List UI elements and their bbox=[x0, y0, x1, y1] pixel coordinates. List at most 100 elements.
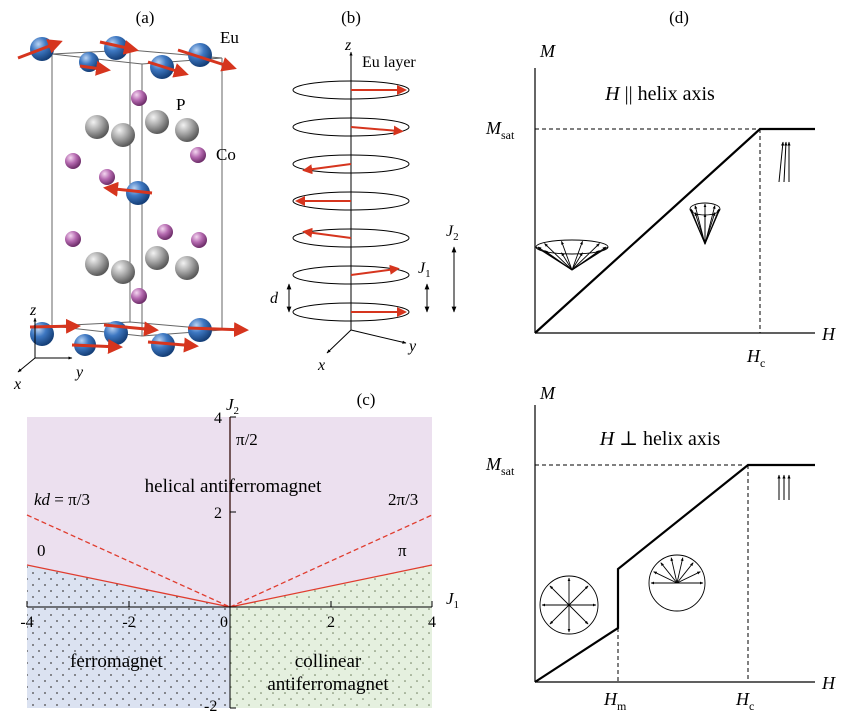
panel-b-helix: (b) z Eu layer y x d J1 J2 bbox=[270, 8, 459, 374]
spin-arrow bbox=[676, 562, 694, 584]
phase-diagram-ticks bbox=[26, 416, 433, 709]
collinear-dots bbox=[230, 565, 432, 708]
spin-arrow bbox=[568, 585, 589, 606]
spin-arrow bbox=[571, 243, 600, 271]
helix-axis-z-label: z bbox=[344, 37, 352, 54]
spin-circle bbox=[539, 575, 599, 635]
axis-label-y: y bbox=[74, 364, 84, 381]
top-msat-label: Msat bbox=[485, 118, 515, 142]
helix-y-axis bbox=[350, 329, 407, 344]
spin-arrow bbox=[704, 205, 716, 245]
spin-arrow bbox=[544, 243, 573, 271]
eu-layer-spin bbox=[350, 264, 400, 276]
tick-j2-m2: -2 bbox=[204, 698, 217, 715]
eu-layer-ellipse bbox=[292, 265, 410, 285]
bottom-h-label: H bbox=[821, 673, 836, 693]
helix-axis-y-label: y bbox=[407, 338, 417, 355]
cone-side bbox=[535, 246, 609, 271]
panel-a-axes bbox=[17, 317, 73, 373]
panel-d-magnetization: (d) M H Msat Hc H || helix axis bbox=[485, 8, 836, 713]
bottom-m-label: M bbox=[539, 383, 556, 403]
tick-j1-4: 4 bbox=[428, 614, 436, 631]
tick-j2-2: 2 bbox=[214, 505, 222, 522]
p-atoms bbox=[65, 90, 207, 304]
spin-circle-fan bbox=[648, 554, 706, 612]
spin-arrow bbox=[561, 240, 573, 271]
ferromagnet-dots bbox=[27, 565, 230, 708]
top-h-label: H bbox=[821, 324, 836, 344]
panel-a-label: (a) bbox=[136, 8, 155, 27]
eu-layer-spin bbox=[302, 227, 352, 239]
tick-j1-2: 2 bbox=[327, 614, 335, 631]
eu-layer-ellipse bbox=[292, 191, 410, 211]
bottom-magnetization-curve bbox=[534, 463, 815, 683]
eu-spins-top bbox=[17, 39, 237, 78]
tick-j2-4: 4 bbox=[214, 410, 222, 427]
eu-layer-ellipse bbox=[292, 80, 410, 100]
kd-label-pi-third: kd = π/3 bbox=[34, 490, 90, 509]
j1-label: J1 bbox=[418, 260, 431, 280]
spin-arrow bbox=[571, 250, 600, 271]
top-panel-title: H || helix axis bbox=[604, 83, 715, 105]
kd-label-zero: 0 bbox=[37, 541, 46, 560]
eu-atoms-bottom bbox=[30, 318, 212, 357]
spin-arrow bbox=[549, 604, 570, 625]
eu-layer-label: Eu layer bbox=[362, 54, 416, 71]
magnetization-parallel-plot: M H Msat Hc H || helix axis bbox=[485, 41, 836, 370]
axis-label-x: x bbox=[13, 376, 21, 393]
spin-arrow bbox=[670, 557, 678, 584]
eu-layer-spin bbox=[350, 125, 404, 136]
top-m-label: M bbox=[539, 41, 556, 61]
eu-spins-bottom bbox=[29, 318, 249, 354]
atom-label-co: Co bbox=[216, 145, 236, 164]
spacing-d-label: d bbox=[270, 290, 279, 307]
panel-b-label: (b) bbox=[341, 8, 361, 27]
tick-j1-m2: -2 bbox=[122, 614, 135, 631]
spin-arrow bbox=[704, 208, 720, 245]
spin-arrow bbox=[571, 252, 583, 271]
atom-label-eu: Eu bbox=[220, 28, 239, 47]
tick-j1-0: 0 bbox=[220, 614, 228, 631]
helix-axis-x-label: x bbox=[317, 357, 325, 374]
panel-c-label: (c) bbox=[357, 390, 376, 409]
eu-atom-middle bbox=[103, 181, 153, 205]
phase-j1-axis-label: J1 bbox=[446, 589, 459, 611]
spin-arrow bbox=[676, 557, 684, 584]
top-hc-label: Hc bbox=[746, 346, 765, 370]
j2-label: J2 bbox=[446, 223, 459, 243]
panel-c-phase-diagram: (c) -4 -2 0 2 4 4 bbox=[20, 390, 459, 715]
kd-label-pi: π bbox=[398, 541, 407, 560]
bottom-panel-title: H ⊥ helix axis bbox=[599, 428, 721, 450]
eu-layer-spin bbox=[302, 163, 352, 175]
spin-arrow bbox=[537, 246, 573, 271]
saturated-spins-top bbox=[778, 141, 791, 183]
spin-circle bbox=[648, 554, 706, 612]
bottom-hm-label: Hm bbox=[603, 689, 627, 713]
bottom-msat-label: Msat bbox=[485, 454, 515, 478]
helix-layers bbox=[292, 80, 410, 322]
spin-cone-narrow bbox=[689, 202, 721, 246]
panel-d-label: (d) bbox=[669, 8, 689, 27]
panel-a-crystal-structure: (a) bbox=[13, 8, 249, 393]
phase-label-helical: helical antiferromagnet bbox=[145, 476, 322, 497]
saturated-spins-bottom bbox=[777, 474, 791, 500]
phase-label-collinear-1: collinear bbox=[295, 651, 362, 672]
co-atoms bbox=[85, 110, 199, 284]
spin-arrow bbox=[694, 205, 706, 245]
spin-arrow bbox=[571, 240, 583, 271]
kd-label-pi-half: π/2 bbox=[236, 430, 258, 449]
phase-label-collinear-2: antiferromagnet bbox=[267, 674, 389, 695]
spin-arrow bbox=[676, 571, 701, 584]
spin-arrow bbox=[568, 604, 589, 625]
eu-layer-ellipse bbox=[292, 302, 410, 322]
top-magnetization-curve bbox=[534, 127, 815, 334]
atom-label-p: P bbox=[176, 95, 185, 114]
helix-x-axis bbox=[326, 329, 352, 354]
magnetization-perpendicular-plot: M H Msat Hm Hc H ⊥ helix axis bbox=[485, 383, 836, 713]
tick-j1-m4: -4 bbox=[20, 614, 33, 631]
spin-circle-isotropic bbox=[539, 575, 599, 635]
kd-label-two-pi-third: 2π/3 bbox=[388, 490, 418, 509]
phase-j2-axis-label: J2 bbox=[226, 395, 239, 417]
axis-label-z: z bbox=[29, 302, 37, 319]
